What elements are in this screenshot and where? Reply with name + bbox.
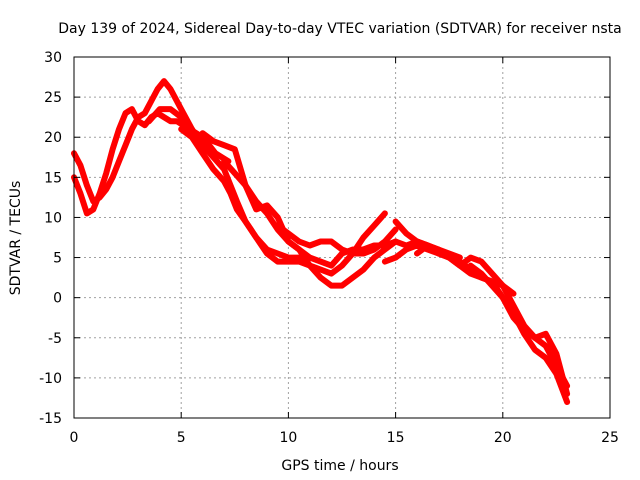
x-tick-label: 5 xyxy=(177,430,186,446)
y-tick-label: 25 xyxy=(44,90,62,106)
x-axis-label: GPS time / hours xyxy=(281,458,398,474)
y-tick-labels: -15 -10 -5 0 5 10 15 20 25 30 xyxy=(39,50,62,427)
series-line-10 xyxy=(414,242,571,389)
y-tick-label: 10 xyxy=(44,210,62,226)
x-tick-labels: 0 5 10 15 20 25 xyxy=(70,430,619,446)
y-tick-label: 5 xyxy=(53,251,62,267)
x-tick-label: 20 xyxy=(494,430,512,446)
chart-title: Day 139 of 2024, Sidereal Day-to-day VTE… xyxy=(58,21,621,37)
y-tick-label: 20 xyxy=(44,130,62,146)
series-line-7 xyxy=(274,222,399,257)
series-line-6 xyxy=(221,158,399,269)
x-tick-label: 15 xyxy=(387,430,405,446)
x-tick-label: 25 xyxy=(601,430,619,446)
y-tick-label: 15 xyxy=(44,170,62,186)
y-tick-label: 0 xyxy=(53,291,62,307)
y-tick-label: 30 xyxy=(44,50,62,66)
plot-frame xyxy=(73,56,611,419)
series-layer xyxy=(71,78,571,405)
y-tick-label: -15 xyxy=(39,411,62,427)
y-tick-label: -10 xyxy=(39,371,62,387)
y-tick-label: -5 xyxy=(48,331,62,347)
y-axis-label: SDTVAR / TECUs xyxy=(8,181,24,296)
series-line-3 xyxy=(146,106,313,261)
x-tick-label: 0 xyxy=(70,430,79,446)
series-line-4 xyxy=(178,126,388,277)
ticks-layer xyxy=(73,56,611,419)
series-line-11 xyxy=(467,262,571,397)
x-tick-label: 10 xyxy=(279,430,297,446)
series-line-9 xyxy=(381,242,571,405)
